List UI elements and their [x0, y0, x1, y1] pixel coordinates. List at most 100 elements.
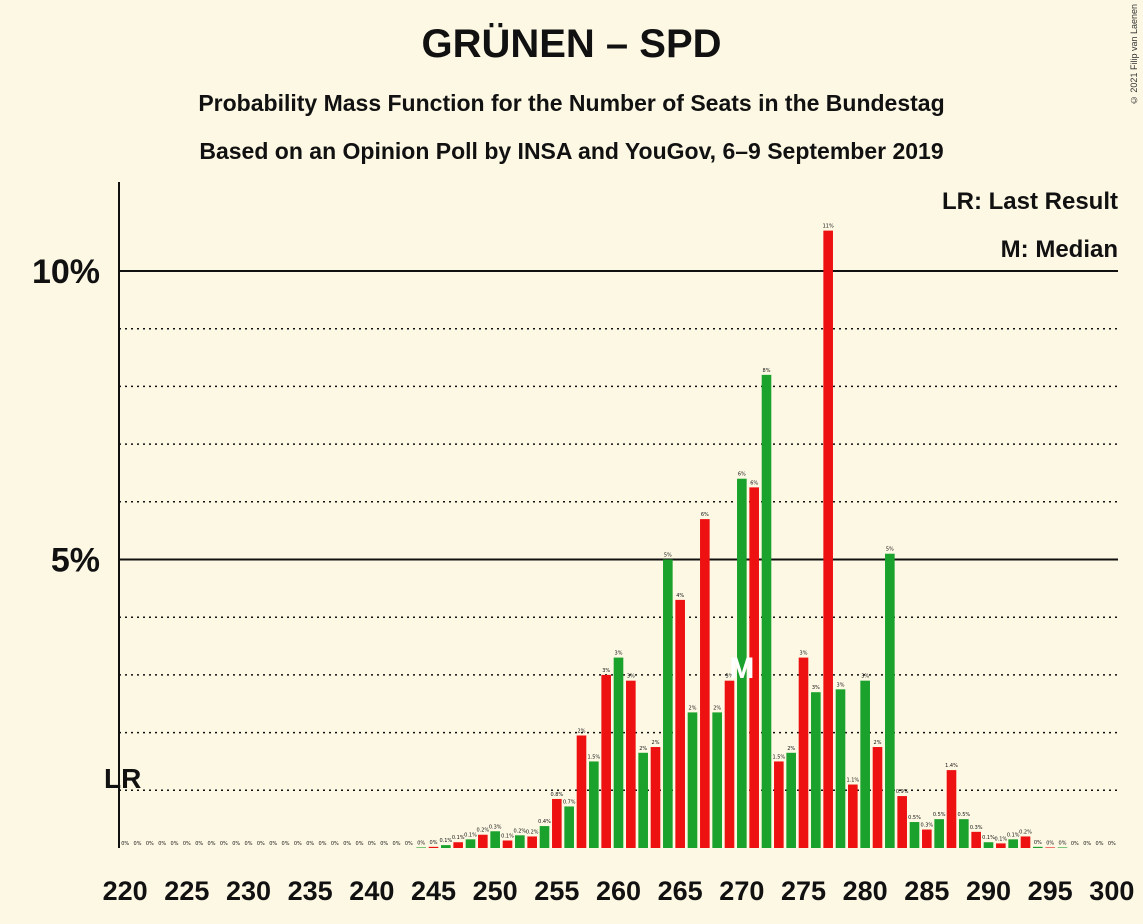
- data-label-277: 11%: [823, 224, 834, 230]
- x-tick-label: 260: [596, 876, 641, 906]
- data-label-289: 0.3%: [970, 825, 983, 831]
- data-label-234: 0%: [294, 841, 302, 847]
- data-label-241: 0%: [380, 841, 388, 847]
- data-label-297: 0%: [1071, 841, 1079, 847]
- bar-291: [996, 843, 1006, 848]
- data-label-286: 0.5%: [933, 812, 946, 818]
- bar-245: [428, 846, 439, 848]
- data-label-249: 0.2%: [476, 828, 489, 834]
- bar-253: [527, 836, 537, 848]
- data-label-223: 0%: [158, 841, 166, 847]
- data-label-261: 3%: [627, 674, 635, 680]
- data-label-288: 0.5%: [957, 812, 970, 818]
- data-label-257: 2%: [578, 728, 586, 734]
- data-label-251: 0.1%: [501, 833, 514, 839]
- chart-subtitle-2: Based on an Opinion Poll by INSA and You…: [199, 138, 944, 164]
- bar-287: [946, 770, 957, 848]
- x-tick-label: 290: [966, 876, 1011, 906]
- data-label-270: 6%: [738, 472, 746, 478]
- data-label-237: 0%: [331, 841, 339, 847]
- data-label-224: 0%: [171, 841, 179, 847]
- data-label-291: 0.1%: [994, 836, 1007, 842]
- data-label-279: 1.1%: [846, 778, 859, 784]
- data-label-246: 0.1%: [439, 838, 452, 844]
- data-label-272: 8%: [763, 368, 771, 374]
- data-label-242: 0%: [393, 841, 401, 847]
- data-label-300: 0%: [1108, 841, 1116, 847]
- bar-295: [1045, 847, 1055, 848]
- data-label-228: 0%: [220, 841, 228, 847]
- data-label-290: 0.1%: [982, 835, 995, 841]
- data-label-256: 0.7%: [563, 799, 576, 805]
- bar-296: [1057, 847, 1068, 848]
- bar-246: [441, 845, 451, 848]
- bar-247: [453, 842, 463, 848]
- x-tick-label: 300: [1089, 876, 1134, 906]
- data-label-268: 2%: [713, 705, 721, 711]
- x-tick-label: 280: [843, 876, 888, 906]
- data-label-274: 2%: [787, 746, 795, 752]
- data-label-225: 0%: [183, 841, 191, 847]
- data-label-295: 0%: [1046, 840, 1054, 846]
- bar-281: [872, 747, 883, 848]
- data-label-233: 0%: [282, 841, 290, 847]
- bar-267: [700, 519, 710, 848]
- data-label-265: 4%: [676, 593, 684, 599]
- bar-280: [860, 680, 870, 848]
- bar-256: [564, 806, 574, 848]
- data-label-292: 0.1%: [1007, 832, 1020, 838]
- x-tick-label: 255: [534, 876, 579, 906]
- x-tick-label: 230: [226, 876, 271, 906]
- bar-259: [601, 674, 611, 848]
- data-label-244: 0%: [417, 840, 425, 846]
- data-labels: 0% 0% 0% 0% 0% 0% 0% 0% 0% 0% 0% 0% 0% 0% 0% 0% 0% 0% 0% 0%…: [121, 224, 1116, 847]
- data-label-296: 0%: [1059, 840, 1067, 846]
- data-label-247: 0.1%: [452, 835, 465, 841]
- bar-283: [897, 796, 907, 848]
- data-label-253: 0.2%: [526, 829, 539, 835]
- data-label-284: 0.5%: [908, 815, 921, 821]
- bar-279: [848, 784, 858, 848]
- y-ticks: 5% 10%: [32, 253, 100, 580]
- bar-271: [749, 487, 759, 848]
- data-label-252: 0.2%: [513, 828, 526, 834]
- bar-249: [478, 834, 488, 848]
- bar-251: [502, 840, 513, 848]
- data-label-254: 0.4%: [538, 819, 551, 825]
- y-tick-label: 10%: [32, 253, 100, 291]
- bar-262: [638, 752, 648, 848]
- bar-282: [885, 553, 895, 848]
- bar-269: [724, 680, 735, 848]
- legend-median: M: Median: [1001, 236, 1118, 263]
- data-label-235: 0%: [306, 841, 314, 847]
- data-label-230: 0%: [245, 841, 253, 847]
- bar-261: [626, 680, 636, 848]
- x-tick-label: 240: [349, 876, 394, 906]
- x-ticks: 220 225 230 235 240 245 250 255 260 265 270 275 280 2…: [103, 876, 1135, 906]
- data-label-260: 3%: [615, 651, 623, 657]
- bar-284: [909, 822, 920, 848]
- bar-294: [1033, 846, 1043, 848]
- bar-268: [712, 712, 722, 848]
- data-label-258: 1.5%: [587, 754, 600, 760]
- x-tick-label: 245: [411, 876, 456, 906]
- data-label-280: 3%: [861, 674, 869, 680]
- data-label-250: 0.3%: [489, 824, 502, 830]
- bar-278: [835, 689, 846, 848]
- data-label-221: 0%: [134, 841, 142, 847]
- bar-260: [613, 657, 624, 848]
- data-label-231: 0%: [257, 841, 265, 847]
- bar-263: [650, 747, 661, 848]
- data-label-232: 0%: [269, 841, 277, 847]
- bar-289: [971, 831, 981, 848]
- bars: [416, 230, 1068, 849]
- data-label-259: 3%: [602, 668, 610, 674]
- data-label-266: 2%: [689, 705, 697, 711]
- data-label-243: 0%: [405, 841, 413, 847]
- data-label-281: 2%: [874, 740, 882, 746]
- bar-276: [811, 692, 821, 848]
- data-label-236: 0%: [319, 841, 327, 847]
- chart-subtitle-1: Probability Mass Function for the Number…: [198, 90, 945, 116]
- x-tick-label: 225: [164, 876, 209, 906]
